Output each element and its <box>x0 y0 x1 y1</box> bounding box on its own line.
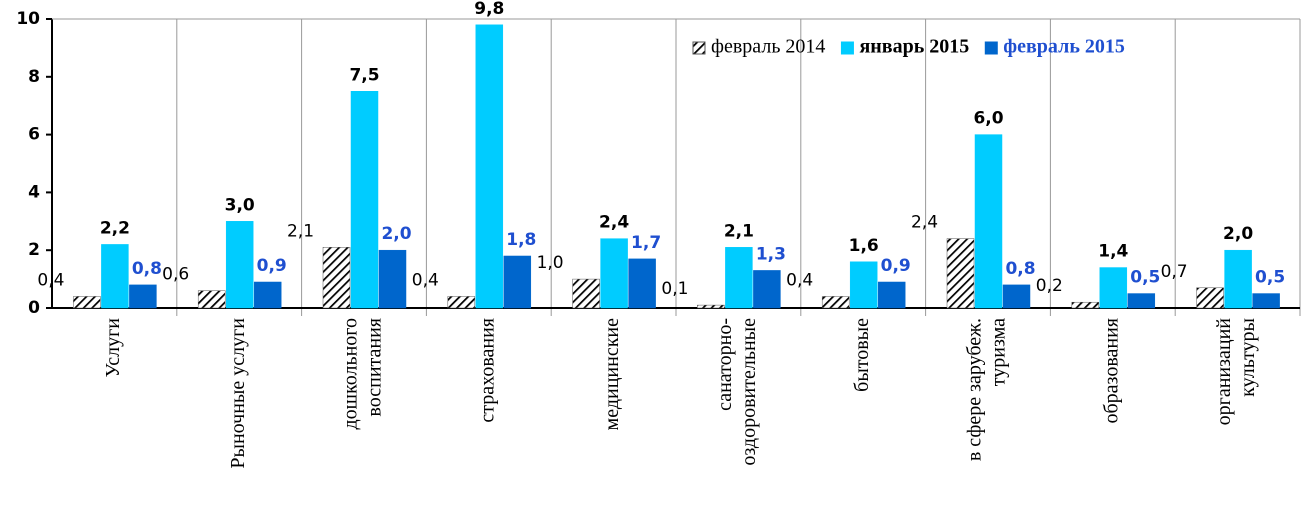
value-label: 0,7 <box>1161 262 1188 282</box>
bar <box>1252 293 1280 309</box>
x-tick-label: бытовые <box>851 318 873 392</box>
bar <box>1127 293 1156 309</box>
bar <box>821 296 850 309</box>
value-label: 1,4 <box>1098 242 1128 262</box>
bar <box>447 296 476 309</box>
legend-swatch <box>984 41 998 55</box>
x-tick-label: образования <box>1100 318 1122 424</box>
y-tick-label: 6 <box>28 125 40 145</box>
legend-swatch <box>692 41 706 55</box>
x-tick-label: организаций <box>1213 318 1235 426</box>
bar <box>628 258 656 309</box>
value-label: 1,0 <box>537 253 564 273</box>
bar <box>697 304 725 309</box>
value-label: 0,5 <box>1130 268 1160 288</box>
x-tick-label: страхования <box>476 318 498 423</box>
bar <box>572 278 600 309</box>
value-label: 2,1 <box>724 221 754 241</box>
value-label: 6,0 <box>973 109 1003 129</box>
value-label: 2,1 <box>287 221 314 241</box>
y-tick-label: 4 <box>28 182 40 202</box>
value-label: 0,4 <box>786 270 813 290</box>
legend: февраль 2014 январь 2015 февраль 2015 <box>692 36 1125 58</box>
legend-swatch <box>840 41 854 55</box>
legend-label: февраль 2014 <box>711 36 825 58</box>
x-tick-label: воспитания <box>364 318 386 417</box>
bar <box>725 247 753 309</box>
value-label: 3,0 <box>225 195 255 215</box>
value-label: 0,9 <box>257 256 287 276</box>
bar <box>129 284 157 309</box>
x-tick-label: оздоровительные <box>738 318 760 466</box>
x-tick-label: медицинские <box>601 318 623 431</box>
x-tick-label: туризма <box>988 318 1010 386</box>
bar <box>1099 267 1128 309</box>
bar <box>503 255 532 309</box>
value-label: 2,0 <box>1223 224 1253 244</box>
bar <box>253 281 282 309</box>
value-label: 2,0 <box>381 224 411 244</box>
value-label: 2,4 <box>599 213 629 233</box>
value-label: 9,8 <box>474 0 504 19</box>
bar <box>1002 284 1031 309</box>
value-label: 7,5 <box>349 65 379 85</box>
bar <box>378 249 407 309</box>
value-label: 0,4 <box>412 270 439 290</box>
value-label: 2,4 <box>911 213 938 233</box>
bar <box>1224 249 1252 309</box>
value-label: 1,6 <box>849 236 879 256</box>
bar <box>849 261 878 309</box>
bar <box>753 270 781 309</box>
value-label: 1,3 <box>756 244 786 264</box>
bar <box>600 238 628 309</box>
x-tick-label: Услуги <box>102 318 124 378</box>
bar <box>73 296 101 309</box>
bar <box>946 238 975 309</box>
x-tick-label: в сфере зарубеж. <box>964 318 986 461</box>
legend-label: февраль 2015 <box>1003 36 1125 58</box>
value-label: 1,7 <box>631 233 661 253</box>
y-tick-label: 10 <box>16 9 40 29</box>
value-label: 0,6 <box>162 265 189 285</box>
legend-label: январь 2015 <box>859 36 969 58</box>
y-tick-label: 8 <box>28 67 40 87</box>
value-label: 2,2 <box>100 218 130 238</box>
y-tick-label: 0 <box>28 298 40 318</box>
value-label: 0,1 <box>661 279 688 299</box>
value-label: 0,8 <box>132 259 162 279</box>
value-label: 0,4 <box>37 270 64 290</box>
bar <box>350 91 379 309</box>
bar <box>197 290 226 309</box>
y-tick-label: 2 <box>28 240 40 260</box>
x-tick-label: культуры <box>1237 318 1259 397</box>
x-tick-label: Рыночные услуги <box>227 318 249 469</box>
value-label: 0,2 <box>1036 276 1063 296</box>
bar <box>475 24 504 309</box>
value-label: 0,9 <box>881 256 911 276</box>
value-label: 0,8 <box>1005 259 1035 279</box>
bar <box>101 244 129 309</box>
value-label: 0,5 <box>1255 268 1285 288</box>
x-tick-label: дошкольного <box>340 318 362 430</box>
x-tick-label: санаторно- <box>714 318 736 411</box>
bar <box>1071 301 1100 309</box>
bar <box>225 221 254 309</box>
bar <box>322 247 351 309</box>
value-label: 1,8 <box>506 230 536 250</box>
bar <box>1196 287 1224 309</box>
bar <box>877 281 906 309</box>
bar <box>974 134 1003 309</box>
